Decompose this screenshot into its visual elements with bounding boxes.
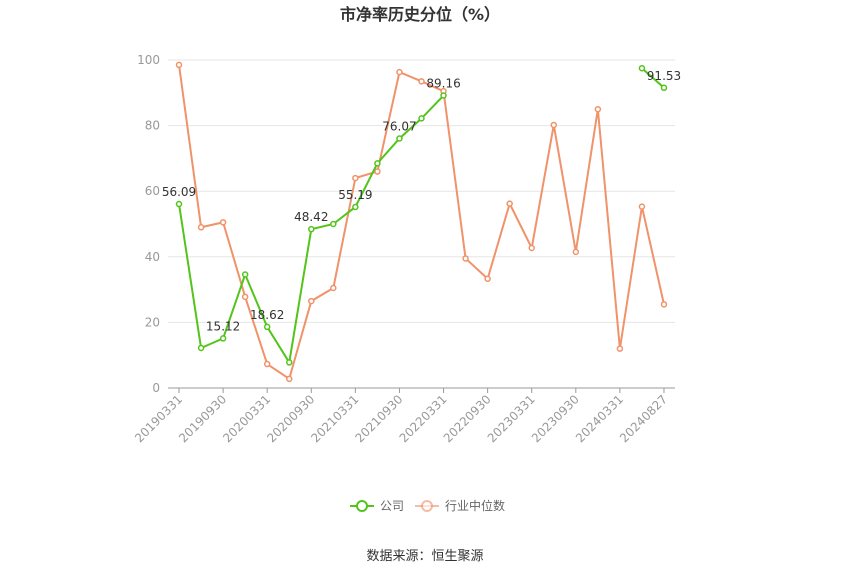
data-point [440,92,447,99]
data-point [263,323,271,331]
source-note: 数据来源：恒生聚源 [366,549,483,564]
y-tick-label: 80 [145,119,160,133]
data-label: 55.19 [338,188,372,202]
data-label: 48.42 [294,210,328,224]
y-tick-label: 20 [145,315,160,329]
data-point [660,84,668,92]
data-point [330,284,337,292]
data-point [241,293,249,301]
data-point [241,271,249,278]
data-point [197,344,205,352]
data-point [374,160,381,167]
series-company [175,64,668,366]
data-label: 15.12 [206,319,240,333]
series-line [641,67,665,89]
data-point [219,335,227,342]
data-point [396,135,403,142]
data-point [308,297,315,305]
series-industry-median [175,61,668,383]
data-point [308,225,315,233]
data-point [219,219,227,226]
data-point [462,255,469,262]
grid [168,59,675,323]
y-tick-label: 0 [152,381,160,395]
legend-marker [356,500,368,512]
chart-title: 市净率历史分位（%） [340,5,500,24]
data-point [572,248,580,256]
data-point [352,203,359,211]
data-label: 76.07 [382,119,416,133]
data-point [418,78,425,85]
data-label: 18.62 [250,308,284,322]
data-point [197,224,205,231]
data-labels: 56.09 15.12 18.62 48.42 55.19 76.07 89.16 91.53 [162,69,681,334]
data-point [418,115,425,122]
x-tick-label: 20240827 [617,392,670,445]
legend-label: 行业中位数 [445,498,505,513]
legend-item-company[interactable]: 公司 [350,499,404,513]
data-point [550,121,558,129]
y-tick-label: 60 [145,184,160,198]
legend-marker [421,500,433,512]
data-point [638,203,646,210]
data-point [285,359,293,366]
data-label: 89.16 [426,77,460,91]
data-label: 56.09 [162,185,196,199]
data-point [175,200,183,208]
data-point [285,375,293,383]
data-point [484,275,491,283]
y-tick-label: 100 [137,53,160,67]
data-point [374,168,381,175]
legend-label: 公司 [380,499,404,513]
data-point [175,61,183,69]
series-line [178,64,665,381]
data-point [528,244,535,252]
data-point [396,68,403,76]
series-group [175,61,668,383]
legend[interactable]: 公司 行业中位数 [350,498,505,513]
data-point [660,301,668,308]
data-label: 91.53 [647,69,681,83]
y-tick-label: 40 [145,250,160,264]
axes: 0204060801002019033120190930202003312020… [132,53,675,445]
data-point [330,220,337,228]
data-point [616,345,624,352]
data-point [594,105,602,113]
legend-item-industry-median[interactable]: 行业中位数 [415,498,505,513]
data-point [352,174,359,182]
data-point [263,360,271,368]
data-point [506,200,513,207]
data-point [638,64,646,72]
